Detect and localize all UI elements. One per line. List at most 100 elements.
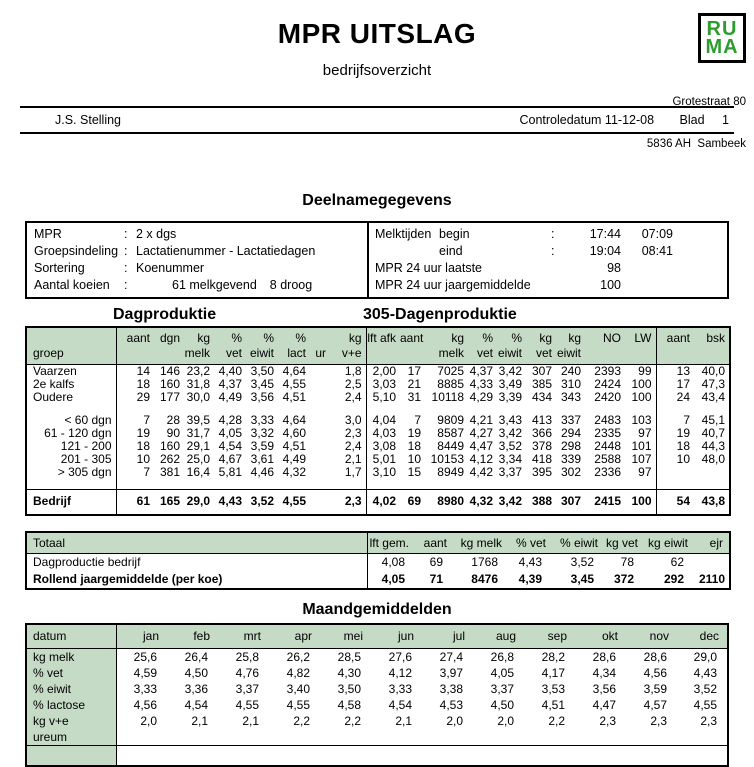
deelname-row-mpr: MPR : 2 x dgs	[34, 226, 367, 243]
cell: 100	[625, 488, 656, 515]
cell	[310, 440, 330, 453]
column-header-line2	[585, 346, 621, 361]
cell	[218, 729, 269, 746]
cell: 44,3	[701, 439, 725, 453]
cell	[167, 729, 218, 746]
colon: :	[124, 261, 128, 275]
spacer-cell	[26, 404, 117, 414]
cell: 3,45	[250, 377, 274, 391]
spacer-cell	[214, 479, 246, 489]
cell: 3,33	[388, 682, 412, 696]
page-subtitle: bedrijfsoverzicht	[322, 62, 432, 79]
cell: 8449	[437, 439, 464, 453]
field-label: MPR 24 uur laatste	[375, 261, 482, 275]
cell: 4,58	[337, 698, 361, 712]
column-header-line2	[694, 346, 725, 361]
field-sublabel: eind	[439, 244, 463, 258]
cell: 3,42	[498, 364, 522, 378]
field-label: Aantal koeien	[34, 278, 110, 292]
column-header-line2: melk	[438, 346, 464, 360]
row-label: kg v+e	[26, 713, 117, 729]
column-header: % eiwit	[497, 327, 526, 365]
cell: 413	[531, 413, 552, 427]
cell: 294	[560, 426, 581, 440]
cell: 40,7	[701, 426, 725, 440]
cell: 3,03	[365, 378, 400, 391]
cell: 31,7	[186, 426, 210, 440]
column-header-month: feb	[167, 623, 218, 649]
cell: 5,10	[365, 391, 400, 404]
cell: 3,0	[344, 413, 362, 427]
spacer-cell	[365, 479, 400, 489]
cell: 2,3	[650, 714, 667, 728]
cell	[310, 391, 330, 404]
column-header-month: jul	[422, 623, 473, 649]
cell: 4,82	[286, 666, 310, 680]
cell: 240	[560, 364, 581, 378]
column-header: LW	[625, 327, 656, 365]
column-header: aant	[655, 327, 694, 365]
cell: 337	[560, 413, 581, 427]
cell: 4,54	[184, 698, 208, 712]
address-line1: Grotestraat 80	[672, 96, 746, 108]
time-value: 19:04	[589, 244, 621, 258]
ruma-logo: RU MA	[698, 13, 746, 63]
maand-row: ureum	[26, 729, 728, 746]
field-value: Lactatienummer - Lactatiedagen	[136, 244, 316, 258]
spacer-cell	[655, 479, 694, 489]
cell: 71	[429, 571, 443, 586]
cell: 3,42	[498, 426, 522, 440]
cell: 7	[414, 413, 421, 427]
cell: 8885	[437, 377, 464, 391]
column-header-line1: aant	[666, 331, 690, 345]
column-header: Totaal	[26, 532, 368, 554]
column-header: kg eiwit	[644, 532, 694, 554]
spacer-cell	[154, 479, 184, 489]
cell	[655, 466, 694, 479]
cell: 4,05	[218, 426, 242, 440]
cell: 1,8	[344, 364, 362, 378]
column-header: % lact	[278, 327, 310, 365]
cell: 146	[159, 364, 180, 378]
time-value: 17:44	[589, 227, 621, 241]
cell: 4,67	[218, 452, 242, 466]
column-header-line2: v+e	[341, 346, 362, 360]
cell	[116, 729, 167, 746]
cell: 2420	[594, 390, 621, 404]
cell: 13	[655, 364, 694, 378]
cell: 3,52	[570, 554, 594, 569]
cell: 2,0	[497, 714, 514, 728]
spacer-cell	[556, 479, 585, 489]
spacer-cell	[116, 479, 154, 489]
column-header-line2	[400, 346, 421, 361]
cell	[524, 745, 575, 766]
cell	[320, 729, 371, 746]
spacer-cell	[625, 479, 656, 489]
field-value-2	[621, 260, 673, 277]
cell: 3,42	[497, 488, 526, 515]
cell	[320, 745, 371, 766]
row-label: % vet	[26, 665, 117, 681]
cell: 4,28	[218, 413, 242, 427]
cell: 10153	[430, 452, 464, 466]
cell: 307	[531, 364, 552, 378]
colon: :	[124, 227, 128, 241]
column-header: aant	[116, 327, 154, 365]
cell: 3,36	[184, 682, 208, 696]
cell: 4,50	[490, 698, 514, 712]
cell: 3,43	[498, 413, 522, 427]
cell: 7	[143, 413, 150, 427]
cell: 8980	[425, 488, 468, 515]
spacer-cell	[278, 479, 310, 489]
cell: 4,12	[469, 452, 493, 466]
cell	[371, 745, 422, 766]
cell: 26,2	[286, 650, 310, 664]
column-header-line2	[117, 346, 151, 361]
cell: 4,64	[282, 364, 306, 378]
column-header-line2: eiwit	[249, 346, 274, 360]
spacer-row	[26, 404, 730, 414]
cell: 2,2	[344, 714, 361, 728]
cell	[310, 488, 330, 515]
column-header-line2	[367, 346, 397, 361]
cell: 15	[407, 465, 421, 479]
